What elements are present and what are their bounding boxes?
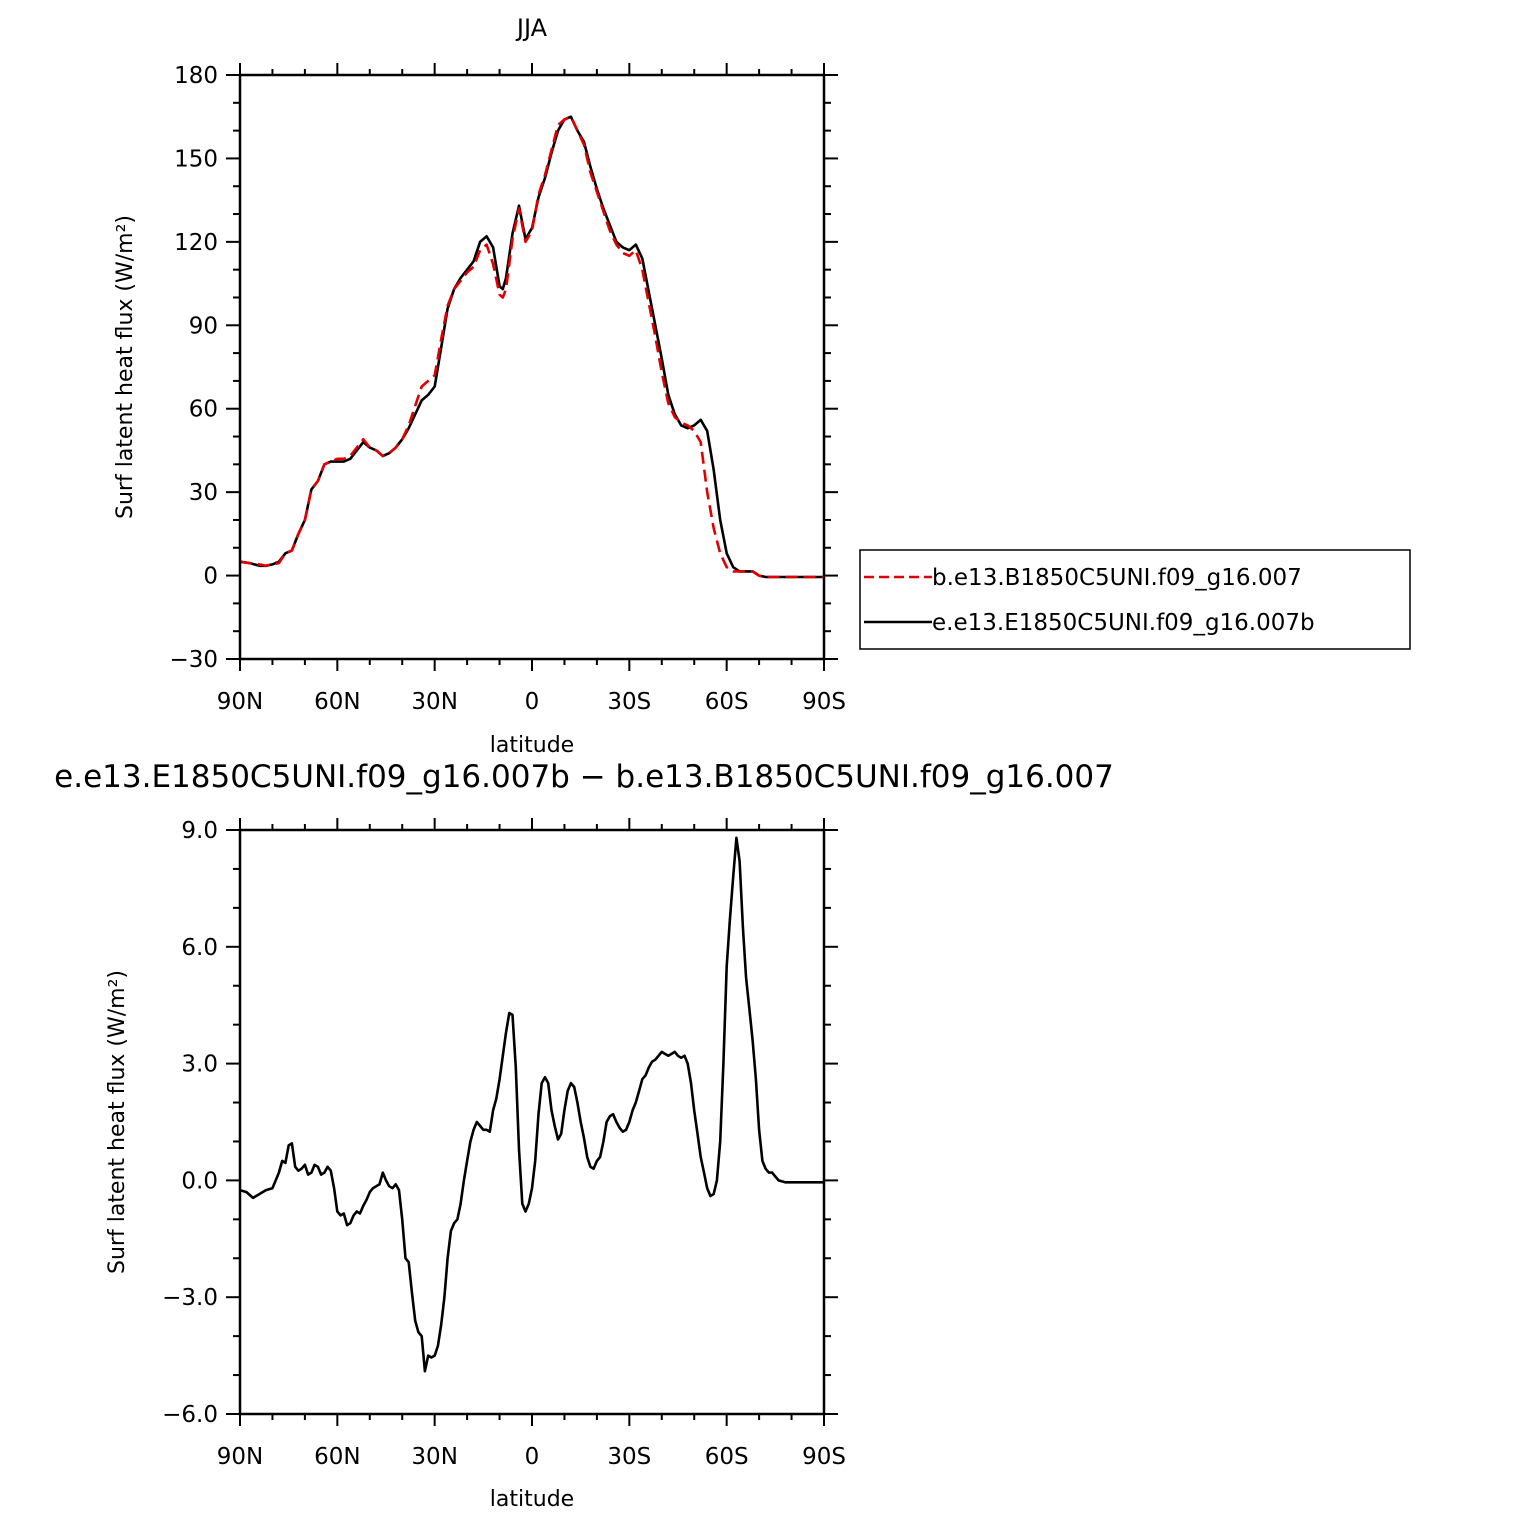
y-tick-labels: −6.0 −3.0 0.0 3.0 6.0 9.0 xyxy=(162,818,218,1428)
x-tick-label: 30S xyxy=(607,689,651,715)
x-tick-label: 60S xyxy=(705,1444,749,1470)
x-tick-label: 0 xyxy=(525,1444,540,1470)
y-tick-label: 0.0 xyxy=(181,1168,218,1194)
series-lines xyxy=(239,836,824,1373)
legend-label-series-1: b.e13.B1850C5UNI.f09_g16.007 xyxy=(932,565,1302,591)
x-axis-label: latitude xyxy=(490,733,574,758)
x-tick-labels: 90N 60N 30N 0 30S 60S 90S xyxy=(217,689,846,715)
y-axis-label: Surf latent heat flux (W/m²) xyxy=(113,215,138,519)
y-tick-label: 150 xyxy=(174,146,218,172)
y-tick-label: 90 xyxy=(189,313,218,339)
x-tick-label: 60N xyxy=(314,1444,360,1470)
plot-frame xyxy=(238,828,826,1416)
series-line-2 xyxy=(239,115,824,579)
x-tick-label: 90S xyxy=(802,1444,846,1470)
x-tick-label: 30S xyxy=(607,1444,651,1470)
y-tick-label: 0 xyxy=(203,564,218,590)
y-tick-label: 60 xyxy=(189,397,218,423)
x-tick-label: 30N xyxy=(411,1444,457,1470)
x-axis-label: latitude xyxy=(490,1487,574,1512)
tick-marks xyxy=(226,63,838,671)
x-tick-label: 90N xyxy=(217,689,263,715)
y-tick-label: 180 xyxy=(174,63,218,89)
y-tick-label: 9.0 xyxy=(181,818,218,844)
x-tick-label: 0 xyxy=(525,689,540,715)
series-lines xyxy=(239,115,824,579)
legend-box xyxy=(859,549,1411,650)
y-tick-labels: −30 0 30 60 90 120 150 180 xyxy=(169,63,218,673)
y-tick-label: 3.0 xyxy=(181,1052,218,1078)
y-tick-label: 6.0 xyxy=(181,935,218,961)
chart-panel-bottom: e.e13.E1850C5UNI.f09_g16.007b − b.e13.B1… xyxy=(54,759,1114,1512)
y-axis-label: Surf latent heat flux (W/m²) xyxy=(105,970,130,1274)
legend: b.e13.B1850C5UNI.f09_g16.007 e.e13.E1850… xyxy=(859,549,1411,650)
y-tick-label: 120 xyxy=(174,230,218,256)
chart-panel-top: JJA −30 0 30 60 90 120 150 180 90N 60N 30N 0 30S 60S… xyxy=(113,14,846,758)
y-tick-label: 30 xyxy=(189,480,218,506)
legend-label-series-2: e.e13.E1850C5UNI.f09_g16.007b xyxy=(932,610,1315,636)
x-tick-labels: 90N 60N 30N 0 30S 60S 90S xyxy=(217,1444,846,1470)
tick-marks xyxy=(226,818,838,1426)
x-tick-label: 90S xyxy=(802,689,846,715)
y-tick-label: −6.0 xyxy=(162,1402,218,1428)
y-tick-label: −30 xyxy=(169,647,218,673)
x-tick-label: 90N xyxy=(217,1444,263,1470)
chart-title: JJA xyxy=(515,14,548,42)
x-tick-label: 60N xyxy=(314,689,360,715)
series-line-1 xyxy=(239,836,824,1373)
chart-title: e.e13.E1850C5UNI.f09_g16.007b − b.e13.B1… xyxy=(54,759,1114,795)
y-tick-label: −3.0 xyxy=(162,1285,218,1311)
x-tick-label: 60S xyxy=(705,689,749,715)
series-line-1 xyxy=(239,115,824,579)
plot-frame xyxy=(238,73,826,661)
x-tick-label: 30N xyxy=(411,689,457,715)
